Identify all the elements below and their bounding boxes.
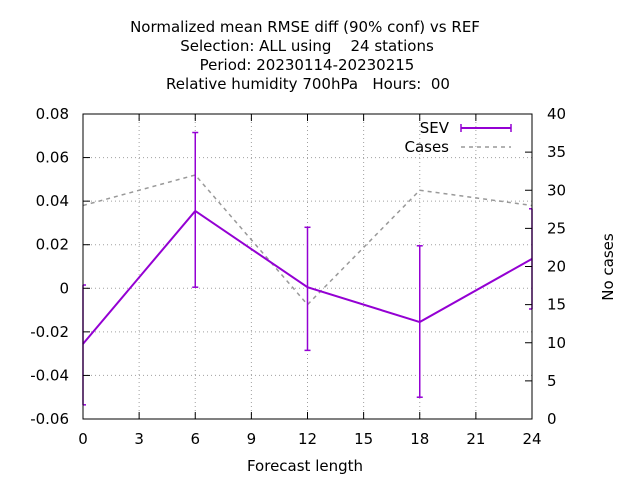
axis-ticks — [82, 113, 533, 420]
y2-tick-label: 5 — [547, 372, 557, 390]
y2-tick-label: 25 — [547, 219, 566, 237]
x-tick-label: 21 — [466, 430, 485, 448]
chart-title: Normalized mean RMSE diff (90% conf) vs … — [130, 18, 480, 93]
x-tick-label: 0 — [78, 430, 88, 448]
title-line-1: Normalized mean RMSE diff (90% conf) vs … — [130, 18, 480, 36]
y2-tick-label: 10 — [547, 334, 566, 352]
y-tick-label: 0 — [59, 279, 69, 297]
x-tick-label: 12 — [298, 430, 317, 448]
x-tick-label: 3 — [134, 430, 144, 448]
x-axis-label: Forecast length — [247, 457, 363, 475]
y2-tick-label: 15 — [547, 296, 566, 314]
y-tick-label: 0.06 — [36, 149, 69, 167]
legend-label-cases: Cases — [404, 138, 449, 156]
y-tick-label: 0.08 — [36, 105, 69, 123]
title-line-4: Relative humidity 700hPa Hours: 00 — [166, 75, 450, 93]
y2-tick-label: 20 — [547, 258, 566, 276]
y2-axis-label: No cases — [599, 233, 617, 301]
y2-tick-label: 30 — [547, 181, 566, 199]
x-tick-label: 18 — [410, 430, 429, 448]
y-tick-label: 0.04 — [36, 192, 69, 210]
legend-label-sev: SEV — [420, 119, 450, 137]
title-line-3: Period: 20230114-20230215 — [200, 56, 415, 74]
x-axis-tick-labels: 0 3 6 9 12 15 18 21 24 — [78, 430, 541, 448]
y2-tick-label: 0 — [547, 410, 557, 428]
legend: SEV Cases — [404, 119, 512, 156]
x-tick-label: 24 — [522, 430, 541, 448]
x-tick-label: 9 — [247, 430, 257, 448]
title-line-2: Selection: ALL using 24 stations — [180, 37, 434, 55]
x-tick-label: 15 — [354, 430, 373, 448]
y-tick-label: 0.02 — [36, 236, 69, 254]
sev-series — [82, 131, 533, 406]
legend-sample-sev — [460, 124, 512, 132]
y-tick-label: -0.04 — [30, 366, 69, 384]
y2-axis-tick-labels: 40 35 30 25 20 15 10 5 0 — [547, 105, 566, 428]
y-tick-label: -0.02 — [30, 323, 69, 341]
y-axis-tick-labels: 0.08 0.06 0.04 0.02 0 -0.02 -0.04 -0.06 — [30, 105, 69, 428]
y-tick-label: -0.06 — [30, 410, 69, 428]
x-tick-label: 6 — [190, 430, 200, 448]
y2-tick-label: 40 — [547, 105, 566, 123]
y2-tick-label: 35 — [547, 143, 566, 161]
